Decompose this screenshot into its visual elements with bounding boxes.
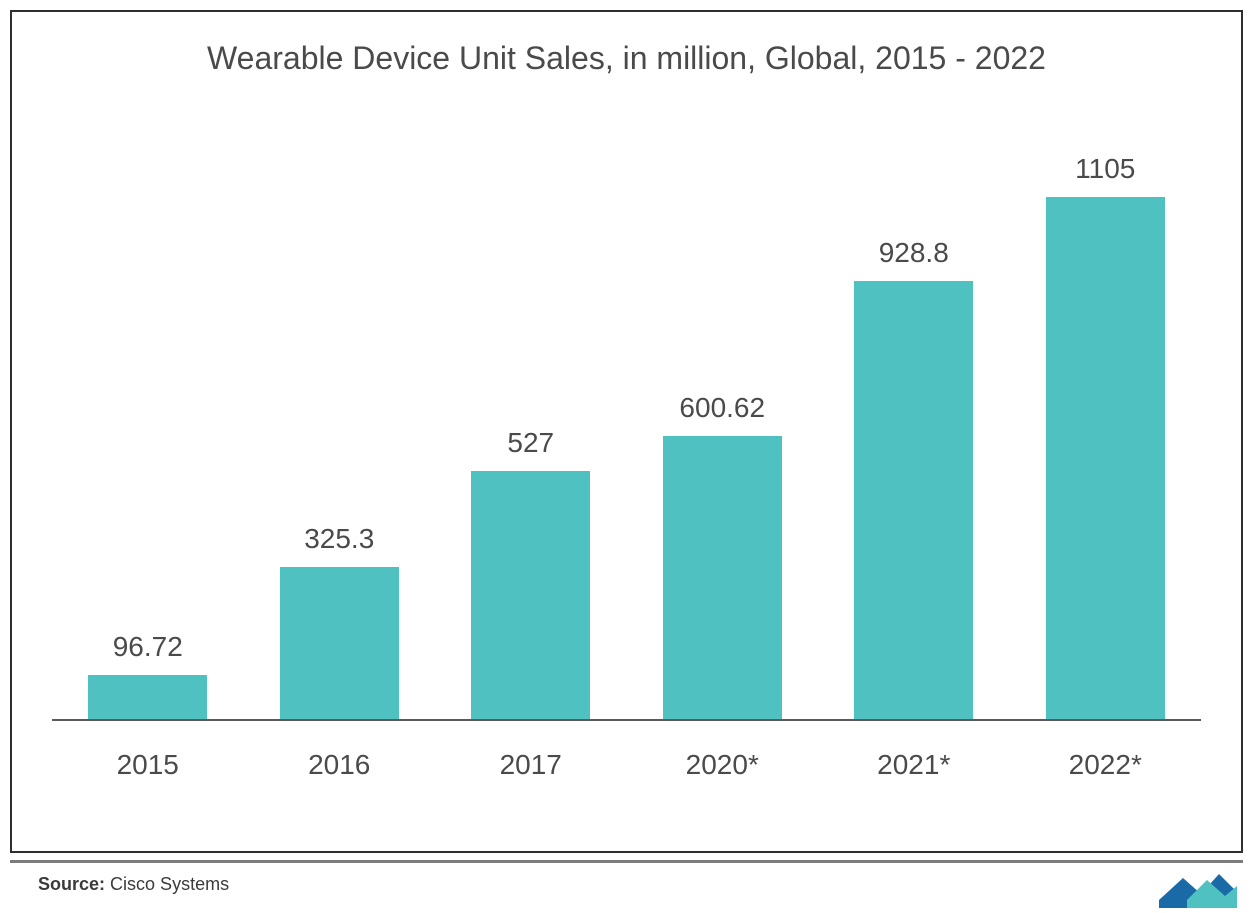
chart-container: Wearable Device Unit Sales, in million, … [10,10,1243,853]
bar-slot: 600.62 [627,152,819,721]
x-axis-label: 2017 [435,749,627,781]
bar-rect [1046,197,1165,721]
bar-value-label: 928.8 [879,237,949,269]
bar-slot: 1105 [1010,152,1202,721]
bar-value-label: 96.72 [113,631,183,663]
x-axis-labels: 2015201620172020*2021*2022* [52,749,1201,781]
bar-value-label: 600.62 [679,392,765,424]
x-axis-baseline [52,719,1201,721]
bar-rect [88,675,207,721]
bar-value-label: 325.3 [304,523,374,555]
bar-value-label: 1105 [1075,153,1135,185]
bar-slot: 928.8 [818,152,1010,721]
source-value: Cisco Systems [110,874,229,894]
bars-group: 96.72 325.3 527 600.62 928.8 1105 [52,152,1201,721]
source-citation: Source: Cisco Systems [38,874,229,895]
footer-rule [10,860,1243,863]
plot-area: 96.72 325.3 527 600.62 928.8 1105 [52,152,1201,721]
bar-rect [471,471,590,721]
brand-logo-icon [1159,864,1237,908]
chart-title: Wearable Device Unit Sales, in million, … [12,38,1241,78]
bar-value-label: 527 [507,427,554,459]
source-label: Source: [38,874,105,894]
bar-rect [854,281,973,721]
x-axis-label: 2022* [1010,749,1202,781]
x-axis-label: 2015 [52,749,244,781]
bar-slot: 325.3 [244,152,436,721]
x-axis-label: 2020* [627,749,819,781]
bar-rect [280,567,399,721]
footer: Source: Cisco Systems [10,860,1243,904]
x-axis-label: 2016 [244,749,436,781]
bar-slot: 527 [435,152,627,721]
bar-slot: 96.72 [52,152,244,721]
bar-rect [663,436,782,721]
x-axis-label: 2021* [818,749,1010,781]
